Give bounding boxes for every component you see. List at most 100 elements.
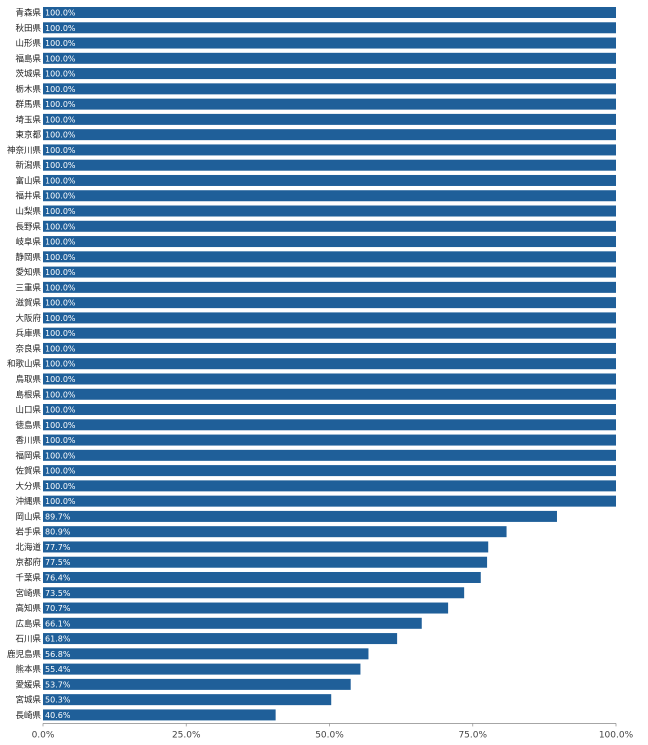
bar [43,465,616,477]
category-label: 滋賀県 [15,298,41,309]
category-label: 群馬県 [15,99,41,110]
bar [43,617,422,629]
bar [43,495,616,507]
value-label: 100.0% [45,314,76,323]
value-label: 100.0% [45,131,76,140]
value-label: 70.7% [45,604,71,613]
category-label: 秋田県 [15,23,41,34]
bar [43,541,489,553]
x-axis: 0.0% 25.0% 50.0% 75.0% 100.0% [32,723,634,740]
category-label: 長野県 [15,222,41,232]
value-label: 76.4% [45,573,71,582]
bar [43,602,449,614]
category-label: 沖縄県 [15,496,41,507]
value-label: 77.7% [45,543,71,552]
bar [43,251,616,263]
bar [43,678,351,690]
category-label: 福井県 [15,191,41,202]
bar [43,587,465,599]
bar [43,709,276,721]
category-label: 宮崎県 [15,588,41,599]
category-label: 広島県 [15,618,41,629]
value-label: 80.9% [45,528,71,537]
value-label: 77.5% [45,558,71,567]
value-label: 100.0% [45,9,76,18]
category-label: 福岡県 [15,450,41,461]
category-label: 岩手県 [15,527,41,538]
bar [43,52,616,64]
bar [43,571,481,583]
bar [43,281,616,293]
bar [43,129,616,141]
x-tick-label: 75.0% [458,730,487,740]
category-label: 長崎県 [15,710,41,721]
bar [43,312,616,324]
category-label: 島根県 [15,389,41,400]
bar [43,98,616,110]
bar [43,510,557,522]
value-label: 55.4% [45,665,71,674]
value-label: 53.7% [45,680,71,689]
category-label: 石川県 [15,635,41,645]
category-label: 岡山県 [15,511,41,522]
value-label: 61.8% [45,635,71,644]
value-label: 100.0% [45,176,76,185]
value-label: 100.0% [45,299,76,308]
category-label: 埼玉県 [15,114,41,125]
bar [43,159,616,171]
bar [43,419,616,431]
bar [43,7,616,18]
bar [43,373,616,385]
value-label: 100.0% [45,421,76,430]
bar [43,236,616,248]
category-label: 宮城県 [15,695,41,706]
category-label: 熊本県 [15,664,41,675]
value-label: 100.0% [45,85,76,94]
value-label: 66.1% [45,619,71,628]
bar [43,174,616,186]
bar [43,694,332,706]
value-label: 89.7% [45,512,71,521]
value-label: 100.0% [45,467,76,476]
value-label: 40.6% [45,711,71,720]
value-label: 73.5% [45,589,71,598]
value-label: 100.0% [45,54,76,63]
value-label: 100.0% [45,390,76,399]
bar [43,220,616,232]
value-label: 100.0% [45,24,76,33]
bar [43,342,616,354]
bar [43,633,398,645]
bar [43,449,616,461]
bar [43,144,616,156]
bar [43,556,488,568]
category-label: 京都府 [15,557,41,568]
category-label: 兵庫県 [15,328,41,339]
bar [43,358,616,370]
bar [43,663,361,675]
category-label: 茨城県 [15,69,41,80]
bar [43,68,616,80]
category-label: 栃木県 [15,84,41,95]
category-label: 福島県 [15,53,41,64]
value-label: 100.0% [45,375,76,384]
bar [43,22,616,34]
category-label: 鳥取県 [15,374,41,385]
category-label: 鹿児島県 [7,649,42,660]
bar [43,327,616,339]
category-label: 奈良県 [15,343,41,354]
bar [43,205,616,217]
bar [43,83,616,95]
category-label: 大阪府 [15,313,41,324]
category-label: 岐阜県 [15,237,41,248]
category-label: 高知県 [15,603,41,614]
bar [43,37,616,49]
value-label: 100.0% [45,406,76,415]
bar [43,434,616,446]
x-tick-label: 50.0% [315,730,344,740]
value-label: 50.3% [45,696,71,705]
category-label: 青森県 [15,8,41,19]
bar [43,404,616,416]
value-label: 100.0% [45,436,76,445]
bar [43,526,507,538]
category-label: 大分県 [15,481,41,492]
